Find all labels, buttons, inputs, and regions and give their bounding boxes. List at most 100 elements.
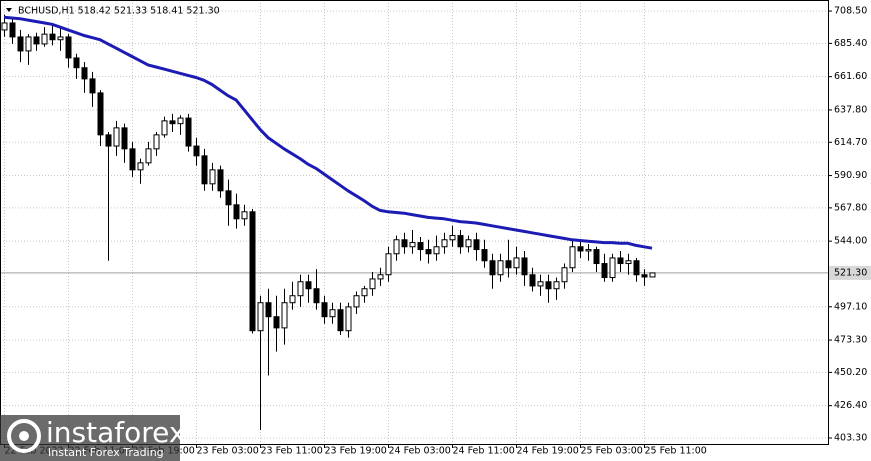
candle-body bbox=[161, 120, 168, 136]
candle-body bbox=[345, 306, 352, 332]
candle-body bbox=[561, 267, 568, 283]
y-tick-label: 473.30 bbox=[834, 335, 867, 346]
candle-body bbox=[353, 295, 360, 308]
candle-body bbox=[625, 260, 632, 265]
candle-body bbox=[585, 249, 592, 252]
candle-body bbox=[225, 190, 232, 206]
candle-body bbox=[49, 33, 56, 41]
candle-body bbox=[57, 36, 64, 41]
candle-body bbox=[185, 117, 192, 147]
candle-body bbox=[385, 253, 392, 276]
watermark-logo bbox=[7, 419, 41, 453]
candle-body bbox=[201, 155, 208, 185]
candle-body bbox=[17, 36, 24, 52]
candle-body bbox=[361, 288, 368, 297]
chart-title: BCHUSD,H1 518.42 521.33 518.41 521.30 bbox=[18, 6, 220, 17]
candle-body bbox=[89, 78, 96, 94]
candle-body bbox=[169, 120, 176, 125]
candle-body bbox=[321, 302, 328, 318]
candle-body bbox=[25, 36, 32, 52]
candle-body bbox=[473, 239, 480, 251]
y-tick-label: 637.80 bbox=[834, 104, 867, 115]
candle-body bbox=[649, 272, 656, 278]
y-tick-label: 567.80 bbox=[834, 202, 867, 213]
candle-body bbox=[97, 92, 104, 136]
candle-body bbox=[569, 246, 576, 269]
candle-body bbox=[641, 274, 648, 278]
candle-body bbox=[577, 246, 584, 252]
x-tick-label: 25 Feb 11:00 bbox=[645, 446, 707, 457]
y-tick-label: 426.40 bbox=[834, 400, 867, 411]
candle-body bbox=[465, 239, 472, 248]
candle-body bbox=[153, 134, 160, 150]
y-tick-label: 403.30 bbox=[834, 432, 867, 443]
candle-body bbox=[1, 22, 8, 31]
candle-body bbox=[113, 127, 120, 147]
candle-body bbox=[209, 169, 216, 185]
candle-body bbox=[81, 67, 88, 80]
candle-body bbox=[425, 249, 432, 255]
candle-body bbox=[129, 148, 136, 171]
candle-body bbox=[601, 263, 608, 279]
watermark-logo-dot bbox=[19, 431, 29, 441]
plot-frame bbox=[0, 0, 829, 445]
candle-body bbox=[441, 239, 448, 248]
candle-body bbox=[521, 257, 528, 276]
candle-body bbox=[305, 281, 312, 290]
x-tick-label: 24 Feb 19:00 bbox=[517, 446, 579, 457]
candle-body bbox=[329, 309, 336, 318]
y-tick-label: 661.60 bbox=[834, 71, 867, 82]
candle-body bbox=[289, 295, 296, 304]
candle-body bbox=[377, 274, 384, 280]
candle-body bbox=[297, 281, 304, 297]
candle-body bbox=[369, 278, 376, 290]
price-label-bg bbox=[829, 265, 871, 280]
candle-body bbox=[537, 281, 544, 287]
y-tick-label: 590.90 bbox=[834, 170, 867, 181]
symbol-menu-arrow[interactable] bbox=[6, 8, 12, 12]
price-label: 521.30 bbox=[834, 267, 867, 278]
y-tick-label: 685.40 bbox=[834, 38, 867, 49]
candle-body bbox=[337, 309, 344, 332]
candle-body bbox=[65, 36, 72, 59]
candle-body bbox=[33, 36, 40, 45]
candle-body bbox=[545, 281, 552, 290]
candle-body bbox=[281, 302, 288, 329]
candle-body bbox=[145, 148, 152, 164]
y-tick-label: 497.10 bbox=[834, 301, 867, 312]
x-tick-label: 23 Feb 19:00 bbox=[325, 446, 387, 457]
x-tick-label: 24 Feb 03:00 bbox=[389, 446, 451, 457]
candle-body bbox=[489, 260, 496, 276]
candle-body bbox=[401, 239, 408, 248]
candle-body bbox=[137, 162, 144, 171]
moving-average bbox=[3, 15, 653, 250]
y-tick-label: 450.20 bbox=[834, 367, 867, 378]
candle-body bbox=[121, 127, 128, 150]
candle-body bbox=[553, 281, 560, 290]
x-tick-label: 25 Feb 03:00 bbox=[581, 446, 643, 457]
candle-body bbox=[481, 249, 488, 262]
y-tick-label: 544.00 bbox=[834, 236, 867, 247]
candle-body bbox=[273, 316, 280, 329]
candle-body bbox=[513, 257, 520, 269]
candle-body bbox=[433, 246, 440, 255]
candle-body bbox=[633, 260, 640, 276]
watermark: instaforex Instant Forex Trading bbox=[0, 415, 185, 461]
candle-body bbox=[249, 211, 256, 332]
candle-body bbox=[409, 242, 416, 248]
y-tick-label: 614.70 bbox=[834, 137, 867, 148]
x-tick-label: 23 Feb 03:00 bbox=[197, 446, 259, 457]
candle-body bbox=[497, 260, 504, 276]
candle-body bbox=[41, 33, 48, 45]
candle-body bbox=[593, 249, 600, 265]
watermark-brand: instaforex bbox=[46, 416, 185, 449]
candle-body bbox=[529, 274, 536, 287]
candle-body bbox=[449, 235, 456, 241]
y-tick-label: 708.50 bbox=[834, 6, 867, 17]
candle-body bbox=[257, 302, 264, 332]
candle-body bbox=[217, 169, 224, 192]
candle-body bbox=[265, 302, 272, 318]
